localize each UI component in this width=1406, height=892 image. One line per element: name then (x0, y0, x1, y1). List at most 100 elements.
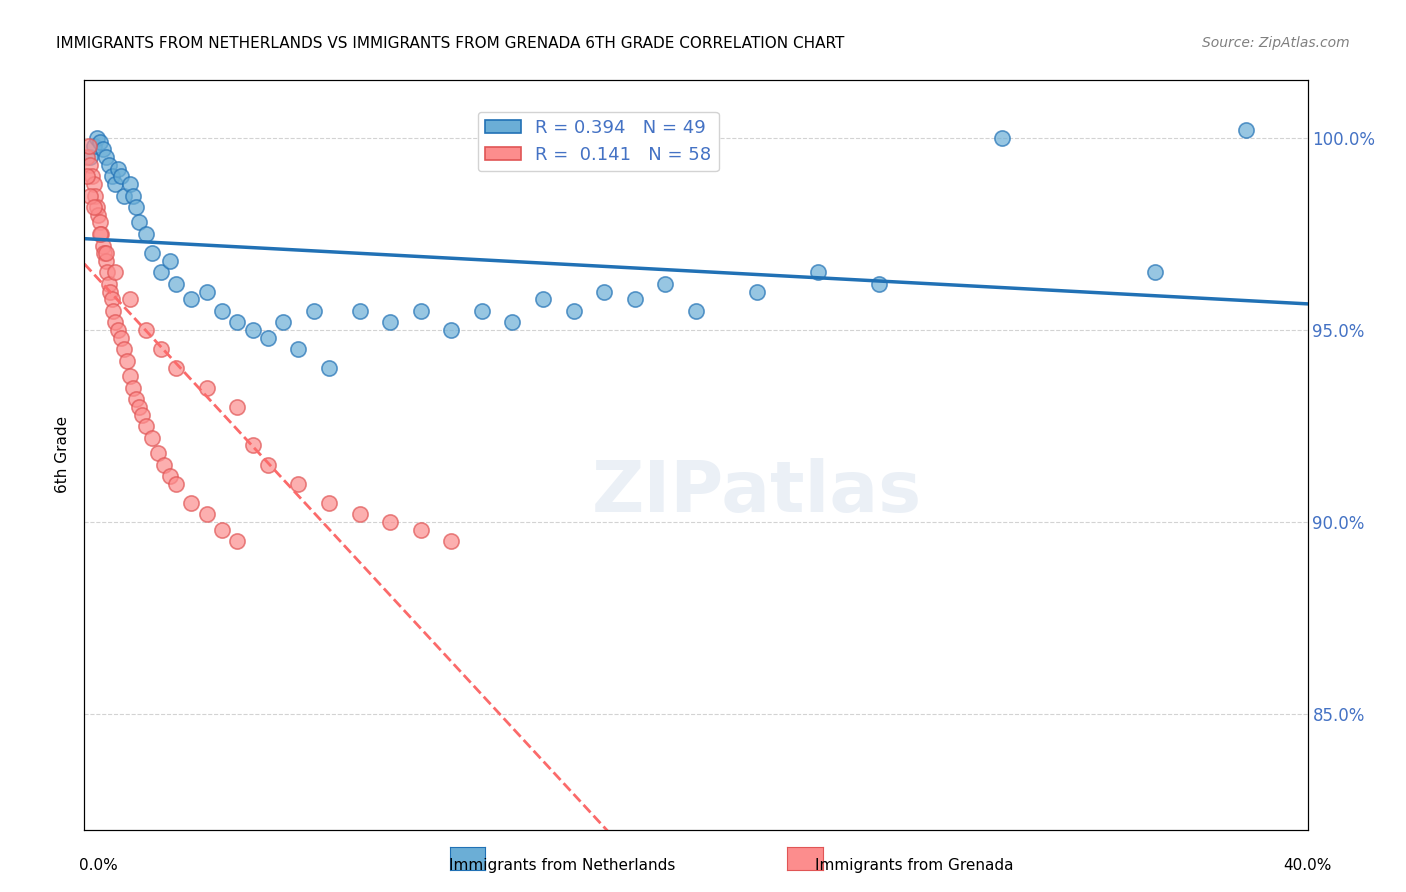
Point (96, 265, 118, 279)
Point (165, 361, 187, 376)
Point (380, 515, 402, 529)
Point (120, 293, 142, 307)
Point (97, 158, 120, 172)
Point (440, 534, 463, 549)
Point (153, 458, 176, 472)
Point (195, 508, 218, 522)
Point (110, 331, 132, 345)
Text: Source: ZipAtlas.com: Source: ZipAtlas.com (1202, 36, 1350, 50)
Point (84, 188, 107, 202)
Point (141, 431, 163, 445)
Point (654, 277, 676, 291)
Point (807, 265, 830, 279)
Point (128, 215, 150, 229)
Point (83, 138, 105, 153)
Point (685, 303, 707, 318)
Point (380, 315, 402, 329)
Point (91, 143, 114, 157)
Point (104, 315, 127, 329)
Point (165, 476, 187, 491)
Point (531, 293, 554, 307)
Point (83, 177, 105, 191)
Point (991, 131, 1014, 145)
Point (93, 246, 115, 260)
Point (104, 265, 127, 279)
Point (180, 496, 202, 510)
Text: ZIPatlas: ZIPatlas (592, 458, 922, 527)
Point (624, 293, 647, 307)
Point (131, 408, 153, 422)
Point (226, 315, 249, 329)
Point (562, 303, 585, 318)
Text: IMMIGRANTS FROM NETHERLANDS VS IMMIGRANTS FROM GRENADA 6TH GRADE CORRELATION CHA: IMMIGRANTS FROM NETHERLANDS VS IMMIGRANT… (56, 36, 845, 51)
Point (211, 303, 233, 318)
Point (77, 138, 100, 153)
Point (103, 303, 125, 318)
Point (135, 323, 157, 337)
Point (128, 400, 150, 414)
Point (149, 265, 172, 279)
Y-axis label: 6th Grade: 6th Grade (55, 417, 70, 493)
Point (80, 169, 103, 184)
Point (409, 303, 432, 318)
Point (107, 323, 129, 337)
Point (97, 277, 120, 291)
Point (287, 343, 309, 357)
Point (211, 523, 233, 537)
Legend: R = 0.394   N = 49, R =  0.141   N = 58: R = 0.394 N = 49, R = 0.141 N = 58 (478, 112, 718, 171)
Point (318, 361, 340, 376)
Point (135, 227, 157, 241)
Point (1236, 123, 1258, 137)
Point (110, 169, 132, 184)
Point (122, 381, 145, 395)
Point (90, 227, 112, 241)
Point (101, 169, 124, 184)
Point (409, 523, 432, 537)
Point (242, 323, 264, 337)
Point (120, 177, 142, 191)
Point (180, 293, 202, 307)
Point (89, 215, 111, 229)
Point (79, 158, 101, 172)
Point (122, 188, 145, 202)
Point (226, 400, 249, 414)
Point (195, 285, 218, 299)
Point (89, 135, 111, 149)
Point (271, 315, 294, 329)
Point (502, 315, 524, 329)
Text: 40.0%: 40.0% (1284, 858, 1331, 872)
Point (302, 303, 325, 318)
Text: Immigrants from Netherlands: Immigrants from Netherlands (449, 858, 676, 872)
Point (87, 208, 110, 222)
Point (149, 343, 172, 357)
Point (125, 200, 148, 214)
Point (159, 253, 181, 268)
Point (349, 508, 371, 522)
Point (98, 285, 121, 299)
Point (76, 169, 98, 184)
Point (112, 343, 135, 357)
Point (86, 131, 108, 145)
Point (91, 238, 114, 252)
Point (115, 353, 138, 368)
Point (135, 419, 157, 434)
Point (257, 458, 280, 472)
Point (94, 150, 117, 164)
Point (165, 277, 187, 291)
Point (86, 200, 108, 214)
Point (242, 438, 264, 452)
Point (440, 323, 463, 337)
Point (83, 200, 105, 214)
Point (1143, 265, 1166, 279)
Point (257, 331, 280, 345)
Point (101, 293, 124, 307)
Point (141, 246, 163, 260)
Point (869, 277, 891, 291)
Point (104, 177, 127, 191)
Point (159, 469, 181, 483)
Point (120, 369, 142, 384)
Point (112, 188, 135, 202)
Point (125, 392, 148, 407)
Point (79, 188, 101, 202)
Point (94, 253, 117, 268)
